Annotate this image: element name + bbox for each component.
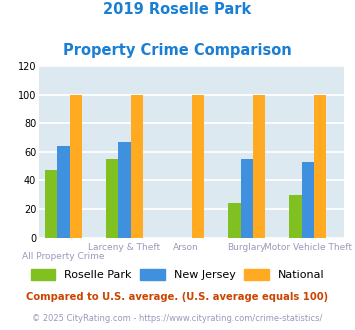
- Text: All Property Crime: All Property Crime: [22, 252, 105, 261]
- Bar: [131, 95, 143, 238]
- Bar: [302, 162, 314, 238]
- Text: Arson: Arson: [173, 243, 198, 251]
- Bar: [192, 95, 204, 238]
- Text: Compared to U.S. average. (U.S. average equals 100): Compared to U.S. average. (U.S. average …: [26, 292, 329, 302]
- Bar: [228, 203, 241, 238]
- Text: Motor Vehicle Theft: Motor Vehicle Theft: [264, 243, 352, 251]
- Bar: [289, 195, 302, 238]
- Text: Burglary: Burglary: [228, 243, 266, 251]
- Legend: Roselle Park, New Jersey, National: Roselle Park, New Jersey, National: [26, 265, 329, 284]
- Text: © 2025 CityRating.com - https://www.cityrating.com/crime-statistics/: © 2025 CityRating.com - https://www.city…: [32, 314, 323, 323]
- Bar: [45, 170, 58, 238]
- Text: Property Crime Comparison: Property Crime Comparison: [63, 43, 292, 58]
- Bar: [119, 142, 131, 238]
- Text: Larceny & Theft: Larceny & Theft: [88, 243, 160, 251]
- Bar: [106, 159, 119, 238]
- Bar: [253, 95, 265, 238]
- Bar: [58, 146, 70, 238]
- Bar: [241, 159, 253, 238]
- Text: 2019 Roselle Park: 2019 Roselle Park: [103, 2, 252, 16]
- Bar: [314, 95, 326, 238]
- Bar: [70, 95, 82, 238]
